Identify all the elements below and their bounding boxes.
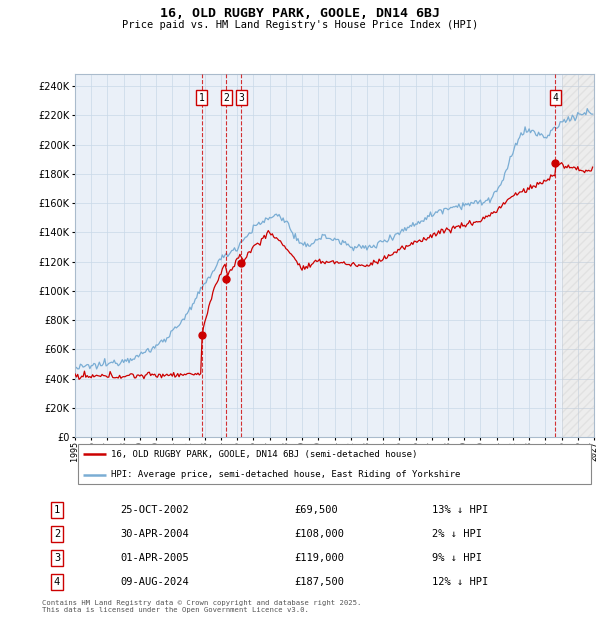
Text: Contains HM Land Registry data © Crown copyright and database right 2025.
This d: Contains HM Land Registry data © Crown c… (42, 600, 361, 613)
Text: 9% ↓ HPI: 9% ↓ HPI (432, 553, 482, 564)
FancyBboxPatch shape (77, 445, 592, 484)
Text: £119,000: £119,000 (294, 553, 344, 564)
Text: Price paid vs. HM Land Registry's House Price Index (HPI): Price paid vs. HM Land Registry's House … (122, 20, 478, 30)
Text: 16, OLD RUGBY PARK, GOOLE, DN14 6BJ: 16, OLD RUGBY PARK, GOOLE, DN14 6BJ (160, 7, 440, 20)
Text: £108,000: £108,000 (294, 529, 344, 539)
Text: 4: 4 (552, 93, 558, 103)
Bar (562, 74, 600, 437)
Text: 3: 3 (54, 553, 60, 564)
Text: 1: 1 (199, 93, 205, 103)
Bar (562, 74, 600, 437)
Text: 30-APR-2004: 30-APR-2004 (120, 529, 189, 539)
Text: 2: 2 (223, 93, 229, 103)
Text: 2: 2 (54, 529, 60, 539)
Text: 13% ↓ HPI: 13% ↓ HPI (432, 505, 488, 515)
Text: 09-AUG-2024: 09-AUG-2024 (120, 577, 189, 587)
Text: 3: 3 (238, 93, 244, 103)
Text: 12% ↓ HPI: 12% ↓ HPI (432, 577, 488, 587)
Text: £187,500: £187,500 (294, 577, 344, 587)
Text: 4: 4 (54, 577, 60, 587)
Text: 16, OLD RUGBY PARK, GOOLE, DN14 6BJ (semi-detached house): 16, OLD RUGBY PARK, GOOLE, DN14 6BJ (sem… (112, 450, 418, 459)
Text: HPI: Average price, semi-detached house, East Riding of Yorkshire: HPI: Average price, semi-detached house,… (112, 470, 461, 479)
Text: £69,500: £69,500 (294, 505, 338, 515)
Text: 25-OCT-2002: 25-OCT-2002 (120, 505, 189, 515)
Text: 01-APR-2005: 01-APR-2005 (120, 553, 189, 564)
Text: 2% ↓ HPI: 2% ↓ HPI (432, 529, 482, 539)
Text: 1: 1 (54, 505, 60, 515)
